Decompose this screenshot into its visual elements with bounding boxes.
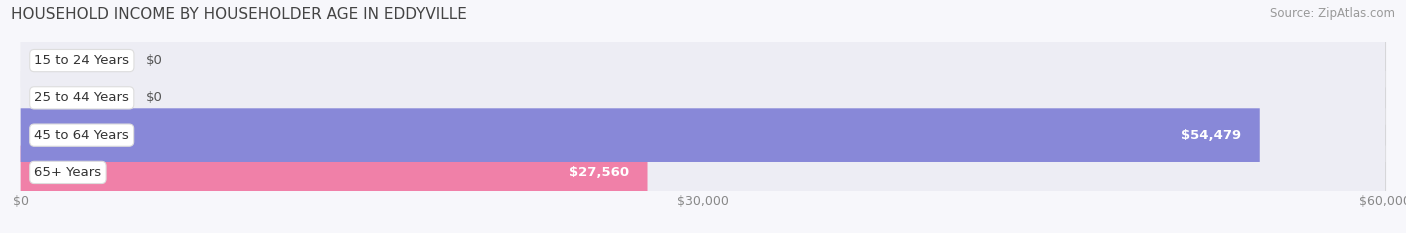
FancyBboxPatch shape [21,146,1385,199]
FancyBboxPatch shape [21,71,1385,125]
Text: 25 to 44 Years: 25 to 44 Years [34,91,129,104]
FancyBboxPatch shape [21,146,648,199]
Text: $27,560: $27,560 [569,166,630,179]
Text: 45 to 64 Years: 45 to 64 Years [34,129,129,142]
FancyBboxPatch shape [21,34,1385,87]
FancyBboxPatch shape [21,108,1385,162]
Text: $0: $0 [146,91,163,104]
Text: $0: $0 [146,54,163,67]
Text: $54,479: $54,479 [1181,129,1241,142]
Text: 15 to 24 Years: 15 to 24 Years [34,54,129,67]
Text: HOUSEHOLD INCOME BY HOUSEHOLDER AGE IN EDDYVILLE: HOUSEHOLD INCOME BY HOUSEHOLDER AGE IN E… [11,7,467,22]
Text: 65+ Years: 65+ Years [34,166,101,179]
Text: Source: ZipAtlas.com: Source: ZipAtlas.com [1270,7,1395,20]
FancyBboxPatch shape [21,108,1260,162]
